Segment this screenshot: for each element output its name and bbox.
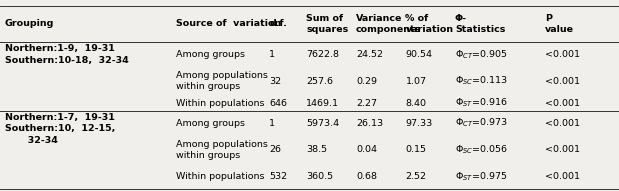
- Text: Φ$_{ST}$=0.975: Φ$_{ST}$=0.975: [455, 170, 508, 183]
- Text: <0.001: <0.001: [545, 99, 580, 108]
- Text: Among groups: Among groups: [176, 119, 245, 128]
- Text: 532: 532: [269, 172, 287, 181]
- Text: 257.6: 257.6: [306, 77, 334, 86]
- Text: 7622.8: 7622.8: [306, 50, 339, 59]
- Text: <0.001: <0.001: [545, 145, 580, 155]
- Text: Among populations
within groups: Among populations within groups: [176, 71, 268, 91]
- Text: 2.27: 2.27: [356, 99, 377, 108]
- Text: Among groups: Among groups: [176, 50, 245, 59]
- Text: Variance
components: Variance components: [356, 14, 421, 34]
- Text: 1469.1: 1469.1: [306, 99, 339, 108]
- Text: 5973.4: 5973.4: [306, 119, 340, 128]
- Text: 0.04: 0.04: [356, 145, 377, 155]
- Text: 8.40: 8.40: [405, 99, 426, 108]
- Text: Φ$_{SC}$=0.113: Φ$_{SC}$=0.113: [455, 75, 508, 87]
- Text: 0.15: 0.15: [405, 145, 426, 155]
- Text: 97.33: 97.33: [405, 119, 433, 128]
- Text: Φ$_{CT}$=0.973: Φ$_{CT}$=0.973: [455, 117, 508, 129]
- Text: 24.52: 24.52: [356, 50, 383, 59]
- Text: 38.5: 38.5: [306, 145, 327, 155]
- Text: 1.07: 1.07: [405, 77, 426, 86]
- Text: Sum of
squares: Sum of squares: [306, 14, 348, 34]
- Text: Within populations: Within populations: [176, 99, 265, 108]
- Text: 1: 1: [269, 119, 275, 128]
- Text: 646: 646: [269, 99, 287, 108]
- Text: d.f.: d.f.: [269, 19, 287, 28]
- Text: Φ-
Statistics: Φ- Statistics: [455, 14, 505, 34]
- Text: 0.29: 0.29: [356, 77, 377, 86]
- Text: Source of  variation: Source of variation: [176, 19, 282, 28]
- Text: <0.001: <0.001: [545, 77, 580, 86]
- Text: 0.68: 0.68: [356, 172, 377, 181]
- Text: 32: 32: [269, 77, 282, 86]
- Text: P
value: P value: [545, 14, 574, 34]
- Text: Northern:1-7,  19-31
Southern:10,  12-15,
       32-34: Northern:1-7, 19-31 Southern:10, 12-15, …: [5, 113, 115, 145]
- Text: <0.001: <0.001: [545, 172, 580, 181]
- Text: 2.52: 2.52: [405, 172, 426, 181]
- Text: Grouping: Grouping: [5, 19, 54, 28]
- Text: 26.13: 26.13: [356, 119, 383, 128]
- Text: % of
variation: % of variation: [405, 14, 454, 34]
- Text: Northern:1-9,  19-31
Southern:10-18,  32-34: Northern:1-9, 19-31 Southern:10-18, 32-3…: [5, 44, 129, 65]
- Text: <0.001: <0.001: [545, 50, 580, 59]
- Text: 1: 1: [269, 50, 275, 59]
- Text: Φ$_{ST}$=0.916: Φ$_{ST}$=0.916: [455, 97, 508, 109]
- Text: <0.001: <0.001: [545, 119, 580, 128]
- Text: 26: 26: [269, 145, 281, 155]
- Text: 360.5: 360.5: [306, 172, 334, 181]
- Text: Φ$_{SC}$=0.056: Φ$_{SC}$=0.056: [455, 144, 508, 156]
- Text: 90.54: 90.54: [405, 50, 433, 59]
- Text: Among populations
within groups: Among populations within groups: [176, 140, 268, 160]
- Text: Φ$_{CT}$=0.905: Φ$_{CT}$=0.905: [455, 48, 508, 61]
- Text: Within populations: Within populations: [176, 172, 265, 181]
